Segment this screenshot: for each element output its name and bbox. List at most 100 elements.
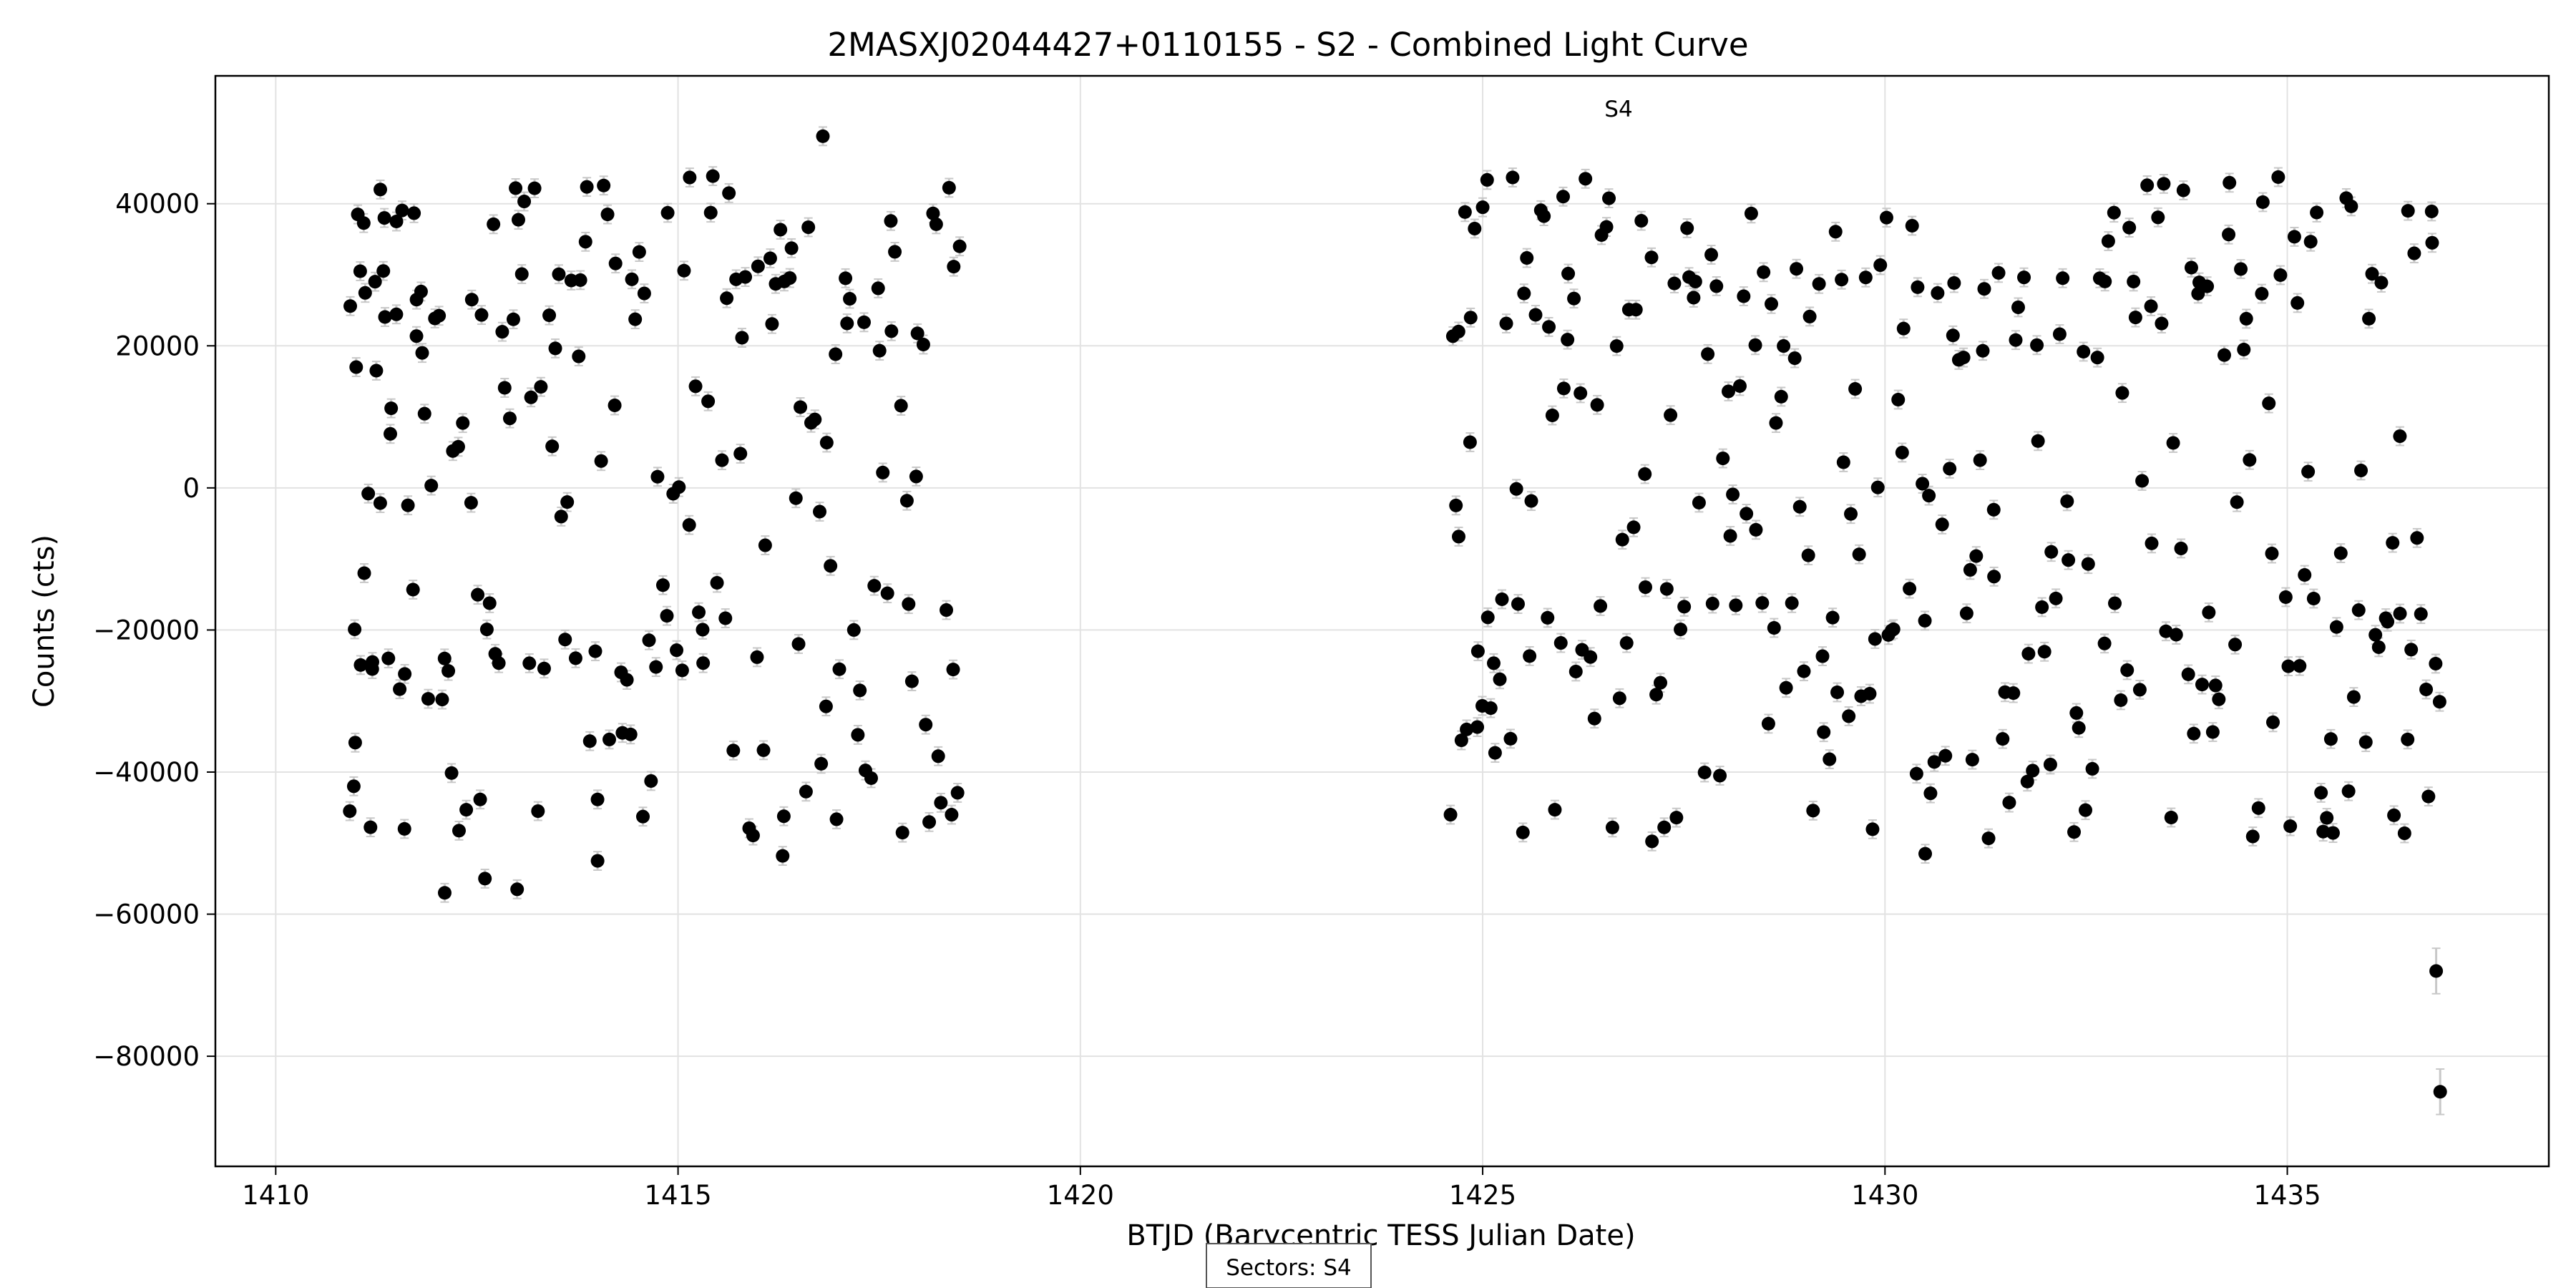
data-point xyxy=(409,293,424,307)
x-tick-label: 1420 xyxy=(1047,1180,1114,1211)
data-point xyxy=(1626,520,1641,535)
data-point xyxy=(1687,291,1701,305)
data-point xyxy=(1863,687,1877,701)
data-point xyxy=(1692,495,1706,509)
data-point xyxy=(1922,489,1936,503)
data-point xyxy=(910,326,924,341)
data-point xyxy=(824,559,838,573)
data-point xyxy=(580,180,594,194)
data-point xyxy=(497,381,512,395)
data-point xyxy=(867,579,882,593)
chart-title: 2MASXJ02044427+0110155 - S2 - Combined L… xyxy=(827,26,1748,64)
data-point xyxy=(625,272,639,286)
data-point xyxy=(843,292,857,306)
data-point xyxy=(2265,715,2280,729)
data-point xyxy=(1721,384,1735,399)
data-point xyxy=(2326,826,2340,840)
axis-ticks: 1410 1415 1420 1425 1430 1435 40000 20000 0 −2000… xyxy=(93,189,2321,1211)
data-point xyxy=(1817,725,1831,739)
data-point xyxy=(880,586,894,600)
data-point xyxy=(1981,831,1996,846)
data-point xyxy=(2140,178,2155,192)
data-point xyxy=(2011,300,2025,314)
data-point xyxy=(522,656,537,670)
data-point xyxy=(1688,274,1702,288)
data-point xyxy=(1923,786,1938,801)
data-point xyxy=(2021,647,2036,661)
data-point xyxy=(2320,811,2334,825)
data-point xyxy=(510,882,525,897)
data-point xyxy=(542,308,557,323)
data-point xyxy=(2228,638,2243,652)
data-point xyxy=(2287,230,2301,244)
data-point xyxy=(343,299,358,313)
data-point xyxy=(376,264,391,278)
data-point xyxy=(2371,640,2386,654)
data-point xyxy=(1669,811,1684,825)
data-point xyxy=(2159,624,2173,638)
data-point xyxy=(1737,289,1751,303)
data-point xyxy=(677,263,691,278)
data-point xyxy=(1654,675,1668,690)
data-point xyxy=(853,683,867,698)
data-point xyxy=(888,245,902,259)
data-point xyxy=(1740,507,1754,521)
data-point xyxy=(623,727,638,741)
data-point xyxy=(894,399,908,413)
legend-box xyxy=(1206,1243,1372,1288)
data-point xyxy=(950,786,965,800)
data-point xyxy=(1873,258,1888,273)
data-point xyxy=(1470,720,1485,734)
data-point xyxy=(839,271,853,286)
data-point xyxy=(895,826,909,840)
data-point xyxy=(1848,382,1863,396)
data-point xyxy=(1973,453,1987,467)
data-point xyxy=(2387,808,2401,822)
data-point xyxy=(1612,691,1626,706)
data-point xyxy=(1468,221,1482,235)
data-point xyxy=(1792,499,1807,514)
data-point xyxy=(940,603,954,618)
data-point xyxy=(2323,732,2338,746)
data-point xyxy=(384,401,399,416)
data-point xyxy=(2278,590,2293,604)
data-point xyxy=(1777,339,1791,353)
data-point xyxy=(506,312,520,326)
data-point xyxy=(722,186,736,200)
data-point xyxy=(1480,610,1495,625)
data-point xyxy=(1927,755,1941,769)
data-point xyxy=(2049,591,2063,605)
data-point xyxy=(2424,204,2439,218)
data-point xyxy=(424,479,439,493)
data-point xyxy=(417,406,431,421)
data-point xyxy=(1667,276,1682,291)
data-point xyxy=(395,203,409,218)
data-point xyxy=(1537,209,1551,223)
data-point xyxy=(784,241,799,255)
data-point xyxy=(1965,753,1979,767)
legend-text: Sectors: S4 xyxy=(1226,1255,1352,1281)
data-point xyxy=(2202,605,2216,620)
y-tick-label: 20000 xyxy=(115,331,200,361)
data-point xyxy=(1918,613,1932,628)
data-point xyxy=(799,784,813,799)
data-point xyxy=(1830,686,1845,700)
data-point xyxy=(2381,615,2395,629)
data-point xyxy=(573,273,587,287)
data-point xyxy=(608,399,622,413)
data-point xyxy=(1716,452,1730,466)
data-point xyxy=(2017,270,2031,285)
data-point xyxy=(1987,570,2001,584)
data-point xyxy=(568,651,582,665)
data-point xyxy=(1842,709,1856,723)
data-point xyxy=(590,854,605,868)
data-point xyxy=(2132,683,2147,697)
data-point xyxy=(368,275,382,289)
data-point xyxy=(2107,205,2121,220)
data-point xyxy=(1905,218,1919,233)
data-point xyxy=(1638,467,1652,482)
data-point xyxy=(750,650,764,664)
data-point xyxy=(2310,205,2324,220)
data-point xyxy=(628,312,643,326)
